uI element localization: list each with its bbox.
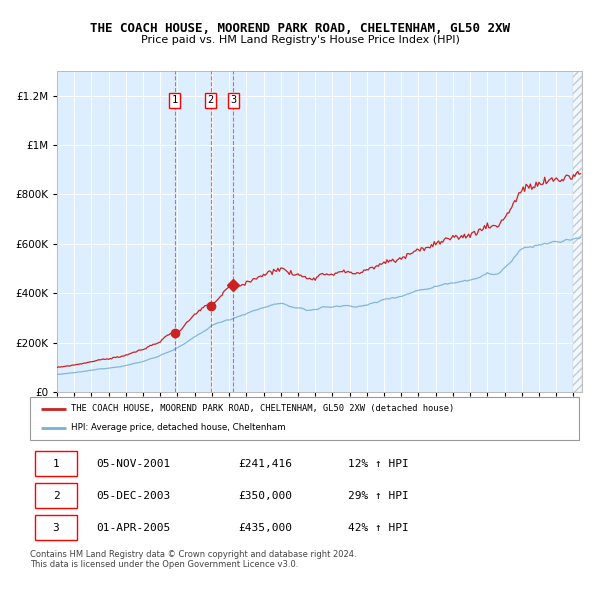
- FancyBboxPatch shape: [35, 451, 77, 476]
- Text: 1: 1: [172, 96, 178, 106]
- Text: THE COACH HOUSE, MOOREND PARK ROAD, CHELTENHAM, GL50 2XW (detached house): THE COACH HOUSE, MOOREND PARK ROAD, CHEL…: [71, 405, 454, 414]
- Text: 29% ↑ HPI: 29% ↑ HPI: [349, 491, 409, 500]
- Text: THE COACH HOUSE, MOOREND PARK ROAD, CHELTENHAM, GL50 2XW: THE COACH HOUSE, MOOREND PARK ROAD, CHEL…: [90, 22, 510, 35]
- Text: HPI: Average price, detached house, Cheltenham: HPI: Average price, detached house, Chel…: [71, 423, 286, 432]
- Text: 1: 1: [53, 458, 59, 468]
- Text: 05-NOV-2001: 05-NOV-2001: [96, 458, 170, 468]
- Text: 42% ↑ HPI: 42% ↑ HPI: [349, 523, 409, 533]
- Text: £241,416: £241,416: [239, 458, 293, 468]
- Text: 2: 2: [208, 96, 214, 106]
- Text: Price paid vs. HM Land Registry's House Price Index (HPI): Price paid vs. HM Land Registry's House …: [140, 35, 460, 45]
- FancyBboxPatch shape: [35, 515, 77, 540]
- Text: 05-DEC-2003: 05-DEC-2003: [96, 491, 170, 500]
- Text: Contains HM Land Registry data © Crown copyright and database right 2024.
This d: Contains HM Land Registry data © Crown c…: [30, 550, 356, 569]
- FancyBboxPatch shape: [35, 483, 77, 508]
- Text: 01-APR-2005: 01-APR-2005: [96, 523, 170, 533]
- Text: £350,000: £350,000: [239, 491, 293, 500]
- Text: 3: 3: [53, 523, 59, 533]
- Bar: [574, 71, 582, 392]
- Text: 12% ↑ HPI: 12% ↑ HPI: [349, 458, 409, 468]
- FancyBboxPatch shape: [30, 397, 579, 440]
- Text: 3: 3: [230, 96, 236, 106]
- Text: 2: 2: [53, 491, 59, 500]
- Text: £435,000: £435,000: [239, 523, 293, 533]
